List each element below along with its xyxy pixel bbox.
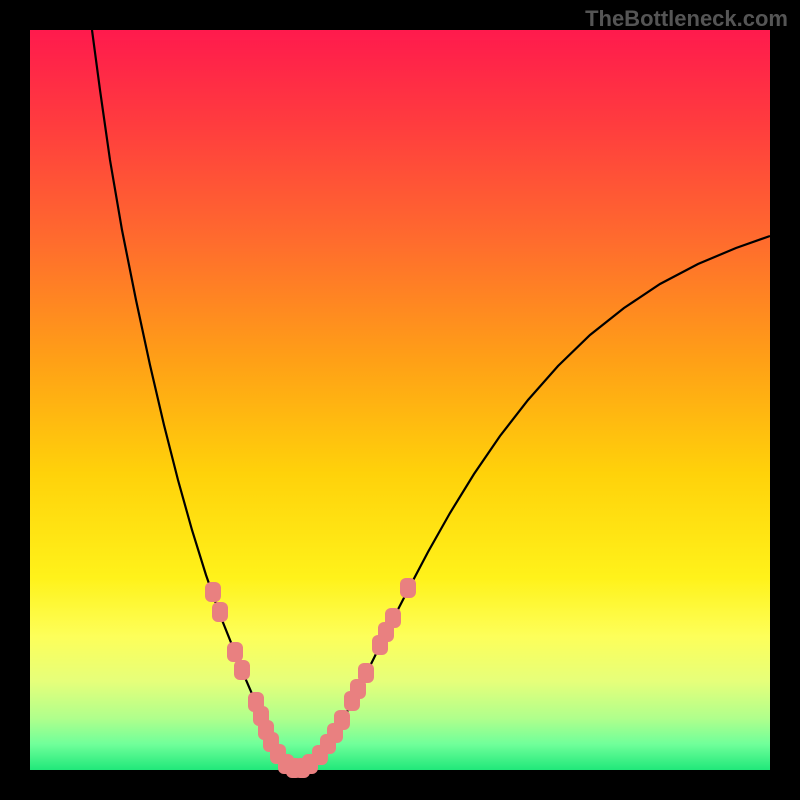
curve-marker bbox=[227, 642, 243, 662]
curve-marker bbox=[205, 582, 221, 602]
curve-marker bbox=[212, 602, 228, 622]
curve-marker bbox=[334, 710, 350, 730]
right-curve bbox=[296, 236, 770, 770]
curve-marker bbox=[400, 578, 416, 598]
left-curve bbox=[92, 30, 296, 770]
curve-marker bbox=[358, 663, 374, 683]
curves-layer bbox=[30, 30, 770, 770]
curve-marker bbox=[385, 608, 401, 628]
watermark-text: TheBottleneck.com bbox=[585, 6, 788, 32]
plot-area bbox=[30, 30, 770, 770]
marker-group bbox=[205, 578, 416, 778]
curve-marker bbox=[234, 660, 250, 680]
